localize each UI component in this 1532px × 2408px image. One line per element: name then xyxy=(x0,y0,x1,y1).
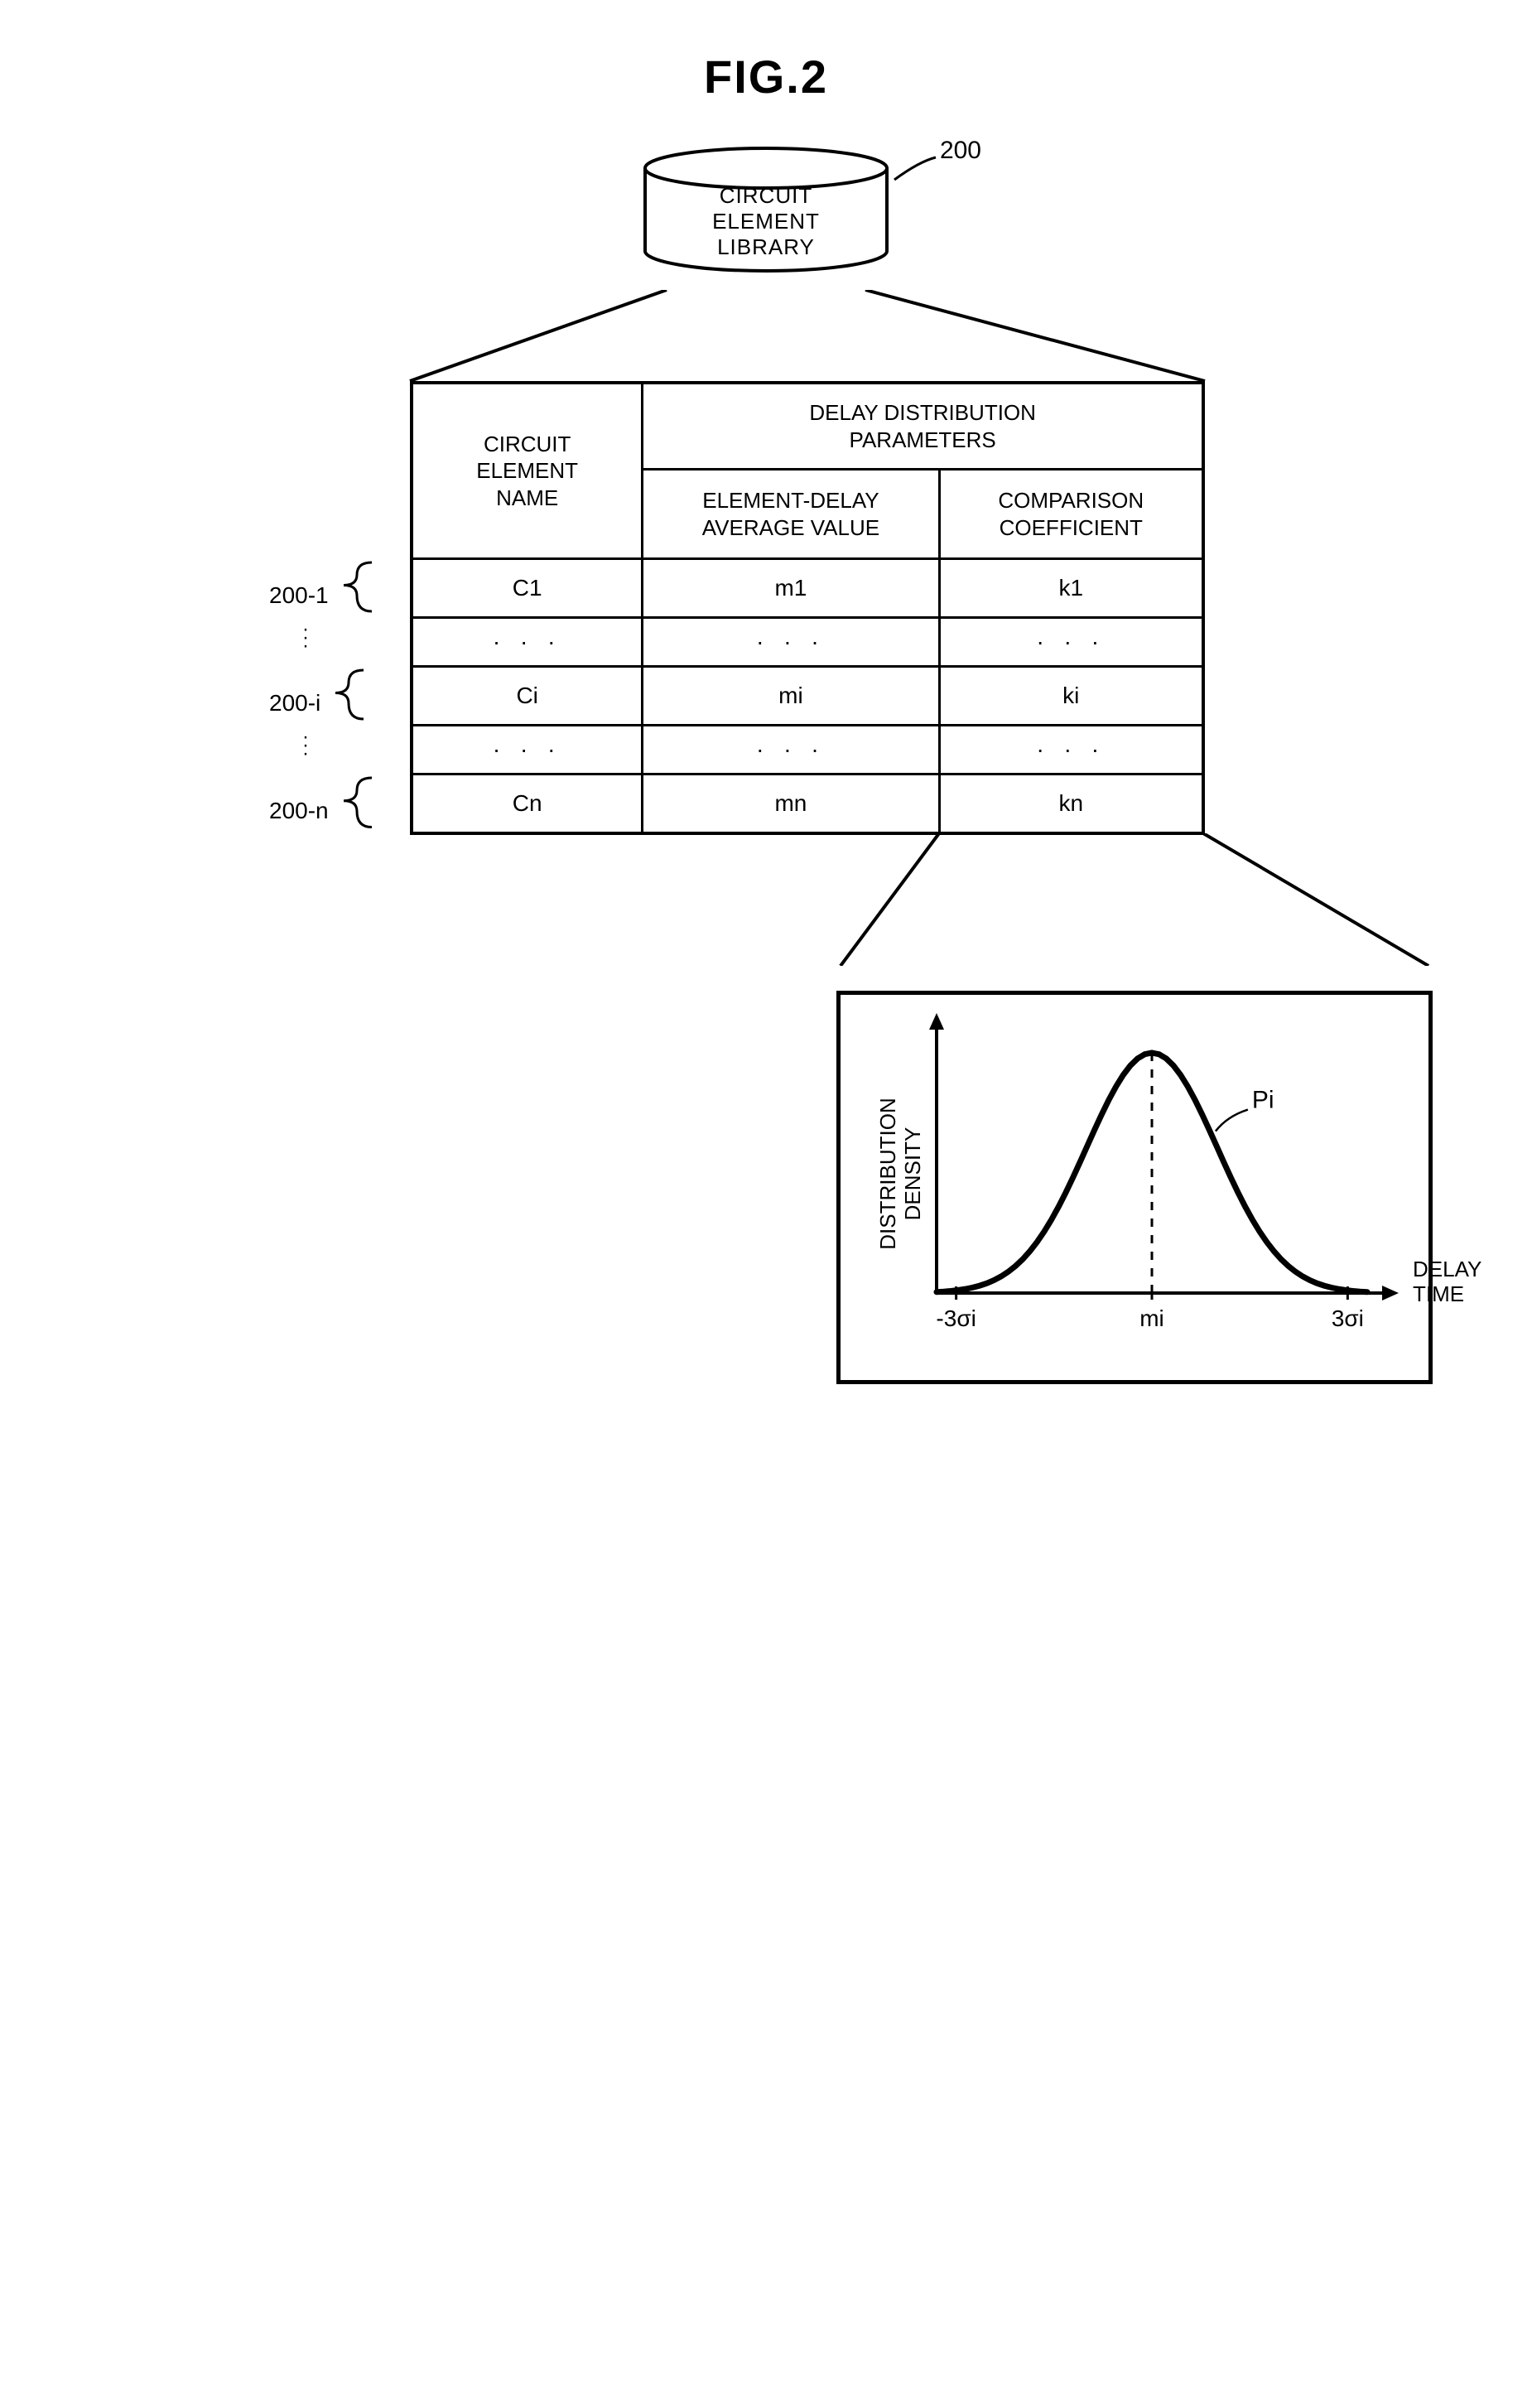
row-brace-icon xyxy=(337,559,378,618)
data-cell: ki xyxy=(939,667,1203,726)
x-axis-label: TIME xyxy=(1413,1281,1464,1306)
x-tick-label: -3σi xyxy=(936,1305,976,1331)
row-brace-icon xyxy=(337,775,378,834)
data-cell: Cn xyxy=(412,775,643,834)
th-circuit-element-name: CIRCUITELEMENTNAME xyxy=(412,383,643,559)
data-cell: kn xyxy=(939,775,1203,834)
y-axis-arrow-icon xyxy=(929,1013,944,1030)
row-ref-text: 200-n xyxy=(269,798,329,824)
data-cell: Ci xyxy=(412,667,643,726)
x-axis-arrow-icon xyxy=(1382,1286,1399,1301)
row-ref-label: 200-1 xyxy=(269,573,378,618)
svg-text:DENSITY: DENSITY xyxy=(900,1127,925,1221)
ref-leader-line xyxy=(890,153,948,186)
table-area: 200-1 ··· 200-i ··· 200-n CIRCUITELEMENTNAME… xyxy=(269,381,1263,835)
library-table: CIRCUITELEMENTNAME DELAY DISTRIBUTIONPAR… xyxy=(410,381,1205,835)
figure-title: FIG.2 xyxy=(50,50,1482,104)
svg-text:DISTRIBUTION: DISTRIBUTION xyxy=(875,1098,900,1249)
dots-cell: · · · xyxy=(412,726,643,775)
data-cell: C1 xyxy=(412,559,643,618)
x-tick-label: 3σi xyxy=(1332,1305,1364,1331)
cylinder-container: 200 CIRCUIT ELEMENT LIBRARY xyxy=(50,145,1482,273)
row-ref-label: 200-i xyxy=(269,681,370,726)
y-axis-label: DISTRIBUTIONDENSITY xyxy=(875,1098,925,1249)
dots-cell: · · · xyxy=(643,726,939,775)
row-ref-label: 200-n xyxy=(269,789,378,833)
data-cell: m1 xyxy=(643,559,939,618)
chart-box: -3σimi3σiPiDISTRIBUTIONDENSITYDELAYTIME xyxy=(836,991,1433,1384)
distribution-chart: -3σi mi 3σi Pi DISTRIBUTIONDENSITY DELAYTIME xyxy=(865,1011,1483,1351)
figure-page: FIG.2 200 CIRCUIT ELEMENT LIBRARY 200-1 ·… xyxy=(50,50,1482,1384)
th-delay-dist-params: DELAY DISTRIBUTIONPARAMETERS xyxy=(643,383,1203,470)
table-row: · · ·· · ·· · · xyxy=(412,726,1203,775)
row-ref-text: 200-1 xyxy=(269,582,329,609)
chart-area: -3σimi3σiPiDISTRIBUTIONDENSITYDELAYTIME xyxy=(836,991,1433,1384)
table-row: · · ·· · ·· · · xyxy=(412,618,1203,667)
dots-cell: · · · xyxy=(939,726,1203,775)
table-row: C1m1k1 xyxy=(412,559,1203,618)
th-element-delay-avg: ELEMENT-DELAYAVERAGE VALUE xyxy=(643,470,939,559)
row-ref-dots: ··· xyxy=(302,625,314,650)
row-ref-text: 200-i xyxy=(269,690,320,717)
x-tick-label: mi xyxy=(1139,1305,1164,1331)
perspective-lines-bottom xyxy=(50,833,1482,966)
row-ref-dots: ··· xyxy=(302,733,314,758)
dots-cell: · · · xyxy=(643,618,939,667)
cylinder-icon: CIRCUIT ELEMENT LIBRARY xyxy=(642,145,890,269)
dots-cell: · · · xyxy=(939,618,1203,667)
cylinder-label: CIRCUIT ELEMENT LIBRARY xyxy=(642,183,890,261)
perspective-lines-top xyxy=(269,290,1263,381)
data-cell: k1 xyxy=(939,559,1203,618)
cyl-label-2: ELEMENT xyxy=(712,209,820,234)
data-cell: mn xyxy=(643,775,939,834)
cyl-label-1: CIRCUIT xyxy=(720,183,812,208)
data-cell: mi xyxy=(643,667,939,726)
row-brace-icon xyxy=(329,667,370,726)
curve-label: Pi xyxy=(1252,1087,1274,1114)
x-axis-label: DELAY xyxy=(1413,1257,1481,1281)
cyl-label-3: LIBRARY xyxy=(717,234,815,259)
table-row: Cnmnkn xyxy=(412,775,1203,834)
table-row: Cimiki xyxy=(412,667,1203,726)
dots-cell: · · · xyxy=(412,618,643,667)
curve-label-leader xyxy=(1216,1110,1248,1132)
th-comparison-coef: COMPARISONCOEFFICIENT xyxy=(939,470,1203,559)
